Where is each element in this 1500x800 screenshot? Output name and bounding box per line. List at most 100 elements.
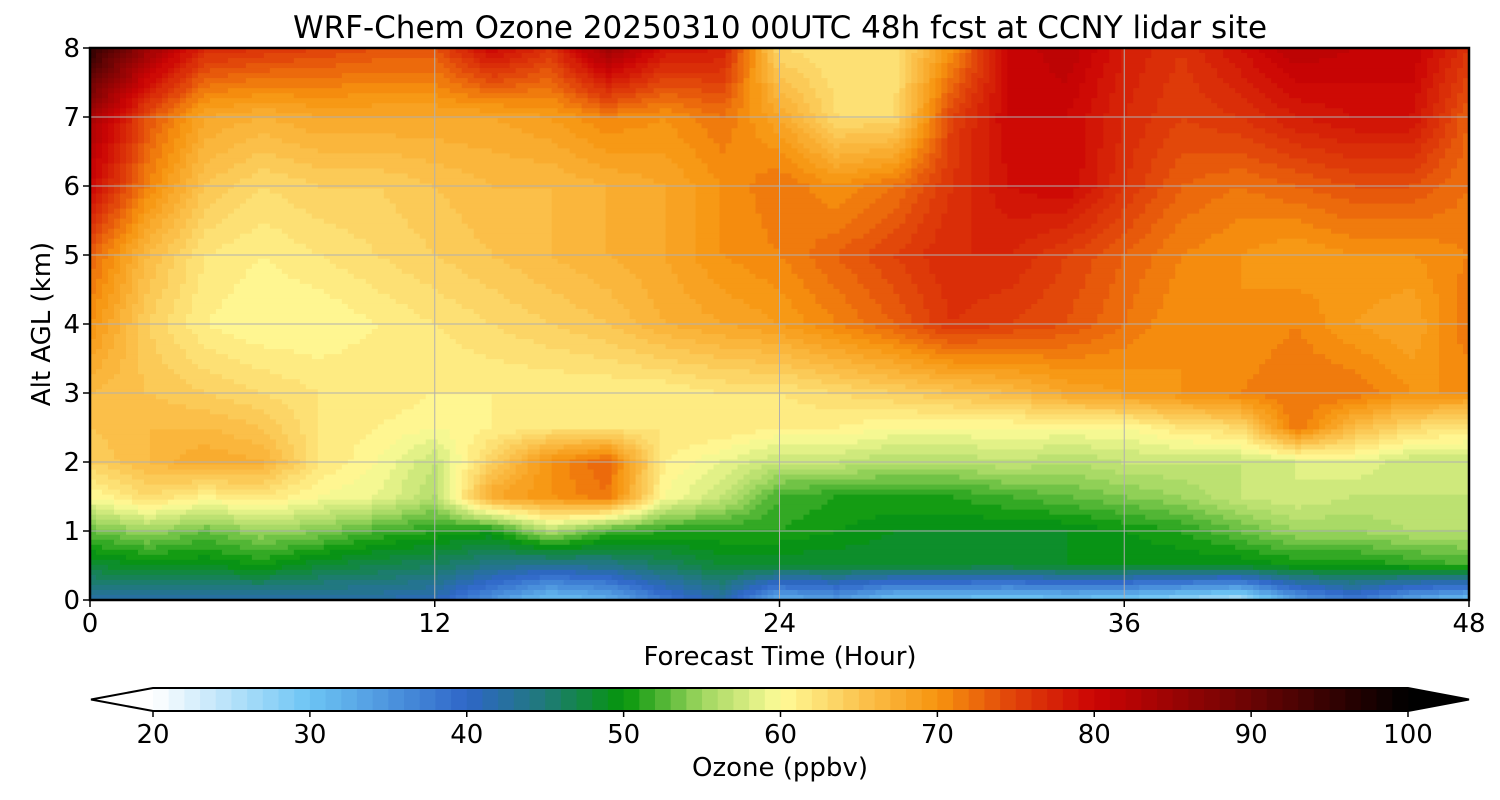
heatmap-cell — [827, 354, 865, 360]
heatmap-cell — [1373, 384, 1410, 390]
heatmap-cell — [107, 464, 133, 471]
heatmap-cell — [509, 153, 577, 159]
heatmap-cell — [419, 489, 439, 496]
heatmap-cell — [1451, 58, 1464, 64]
heatmap-cell — [731, 103, 745, 109]
heatmap-cell — [791, 364, 835, 370]
heatmap-cell — [929, 133, 936, 139]
heatmap-cell — [101, 308, 115, 315]
heatmap-cell — [767, 113, 781, 119]
heatmap-cell — [1259, 424, 1266, 430]
heatmap-cell — [185, 118, 193, 124]
heatmap-cell — [245, 158, 295, 165]
heatmap-cell — [1097, 163, 1116, 170]
heatmap-cell — [509, 454, 523, 461]
heatmap-cell — [96, 429, 151, 435]
heatmap-cell — [203, 263, 253, 270]
heatmap-cell — [149, 68, 157, 74]
heatmap-cell — [785, 524, 847, 531]
heatmap-cell — [509, 123, 565, 129]
heatmap-cell — [839, 113, 895, 119]
heatmap-cell — [881, 238, 913, 245]
heatmap-cell — [131, 464, 169, 471]
heatmap-cell — [1295, 594, 1308, 600]
heatmap-cell — [96, 369, 121, 375]
heatmap-cell — [113, 223, 121, 230]
heatmap-cell — [815, 163, 835, 170]
heatmap-cell — [581, 78, 595, 84]
heatmap-cell — [941, 78, 948, 84]
heatmap-cell — [899, 88, 907, 94]
heatmap-cell — [107, 303, 115, 310]
heatmap-cell — [1265, 113, 1296, 119]
heatmap-cell — [923, 133, 930, 139]
heatmap-cell — [623, 53, 637, 59]
heatmap-cell — [959, 148, 972, 154]
heatmap-cell — [581, 58, 589, 64]
heatmap-cell — [599, 48, 607, 54]
heatmap-cell — [113, 98, 121, 104]
heatmap-cell — [917, 133, 924, 139]
heatmap-cell — [107, 88, 115, 94]
heatmap-cell — [125, 524, 175, 531]
heatmap-cell — [125, 248, 133, 255]
heatmap-cell — [809, 484, 990, 491]
heatmap-cell — [635, 334, 673, 340]
heatmap-cell — [761, 349, 811, 355]
heatmap-cell — [119, 148, 127, 154]
heatmap-cell — [773, 53, 781, 59]
heatmap-cell — [971, 98, 984, 104]
heatmap-cell — [245, 339, 361, 345]
heatmap-cell — [635, 504, 643, 511]
heatmap-cell — [101, 364, 121, 370]
heatmap-cell — [119, 479, 145, 486]
heatmap-cell — [1283, 444, 1296, 451]
heatmap-cell — [791, 344, 823, 350]
heatmap-cell — [755, 273, 799, 280]
heatmap-cell — [449, 589, 457, 596]
heatmap-cell — [107, 474, 133, 481]
heatmap-cell — [90, 298, 97, 305]
y-tick-label: 0 — [63, 586, 80, 616]
heatmap-cell — [473, 514, 493, 521]
heatmap-cell — [1139, 138, 1164, 144]
heatmap-cell — [131, 218, 139, 225]
heatmap-cell — [125, 198, 133, 205]
heatmap-cell — [317, 389, 715, 395]
heatmap-cell — [827, 83, 901, 89]
heatmap-cell — [779, 73, 805, 79]
heatmap-cell — [497, 48, 517, 54]
heatmap-cell — [107, 253, 115, 260]
heatmap-cell — [197, 133, 217, 139]
heatmap-cell — [1379, 464, 1469, 471]
heatmap-cell — [965, 53, 972, 59]
heatmap-cell — [743, 83, 751, 89]
colorbar-label: Ozone (ppbv) — [692, 753, 868, 783]
heatmap-cell — [90, 138, 97, 144]
heatmap-cell — [1247, 248, 1344, 255]
heatmap-cell — [809, 248, 841, 255]
heatmap-cell — [803, 113, 817, 119]
heatmap-cell — [461, 83, 481, 89]
heatmap-cell — [173, 53, 181, 59]
heatmap-cell — [1295, 128, 1356, 134]
heatmap-cell — [827, 308, 859, 315]
heatmap-cell — [953, 384, 1014, 390]
heatmap-cell — [1247, 439, 1254, 446]
heatmap-cell — [155, 163, 169, 170]
heatmap-cell — [551, 78, 565, 84]
heatmap-cell — [599, 484, 607, 491]
heatmap-cell — [335, 519, 373, 526]
heatmap-cell — [1181, 379, 1248, 385]
colorbar-swatch — [168, 688, 185, 711]
heatmap-cell — [203, 208, 235, 215]
heatmap-cell — [1073, 233, 1098, 240]
colorbar-tick-label: 60 — [764, 720, 797, 750]
heatmap-cell — [911, 364, 948, 370]
heatmap-cell — [209, 318, 373, 325]
heatmap-cell — [437, 474, 445, 481]
heatmap-cell — [203, 53, 265, 59]
heatmap-cell — [437, 253, 493, 260]
heatmap-cell — [341, 298, 397, 305]
heatmap-cell — [653, 73, 727, 79]
